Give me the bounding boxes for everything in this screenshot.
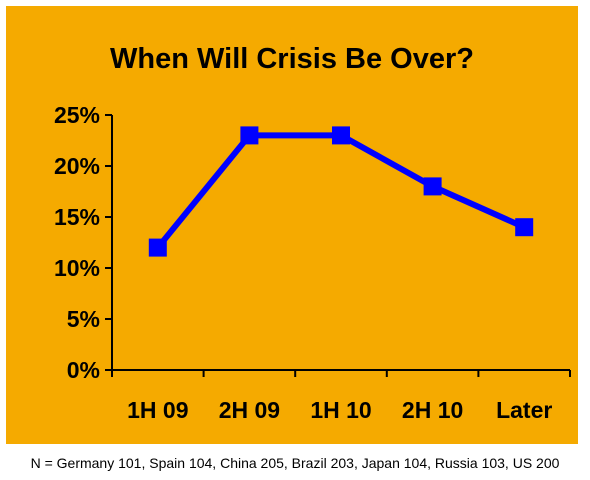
series-line [155, 132, 526, 250]
data-point-marker [240, 126, 259, 145]
x-tick-label: 2H 09 [219, 397, 280, 423]
y-tick-label: 20% [54, 153, 100, 179]
series-markers [148, 126, 534, 257]
x-axis-tick-labels: 1H 09 2H 09 1H 10 2H 10 Later [127, 397, 552, 423]
y-tick-label: 10% [54, 255, 100, 281]
x-tick-label: 2H 10 [402, 397, 463, 423]
y-tick-label: 0% [67, 357, 100, 383]
x-tick-label: 1H 09 [127, 397, 188, 423]
data-point-marker [332, 126, 350, 145]
x-axis-tick-marks [111, 370, 571, 377]
data-point-marker [423, 177, 442, 196]
data-point-marker [148, 238, 167, 257]
x-tick-label: 1H 10 [310, 397, 371, 423]
y-tick-label: 25% [54, 102, 100, 128]
y-axis-tick-marks [105, 114, 112, 371]
chart-title: When Will Crisis Be Over? [110, 43, 474, 75]
y-axis-tick-labels: 0% 5% 10% 15% 20% 25% [54, 102, 100, 383]
y-tick-label: 5% [67, 306, 100, 332]
sample-size-footnote: N = Germany 101, Spain 104, China 205, B… [30, 455, 560, 471]
y-tick-label: 15% [54, 204, 100, 230]
x-tick-label: Later [496, 397, 552, 423]
chart-panel: When Will Crisis Be Over? 0% 5% 10% 15% 20% 2… [6, 6, 578, 444]
data-point-marker [515, 218, 534, 237]
line-chart: 0% 5% 10% 15% 20% 25% 1H 09 2H 09 1H 10 2H 10 Lat… [54, 102, 571, 423]
